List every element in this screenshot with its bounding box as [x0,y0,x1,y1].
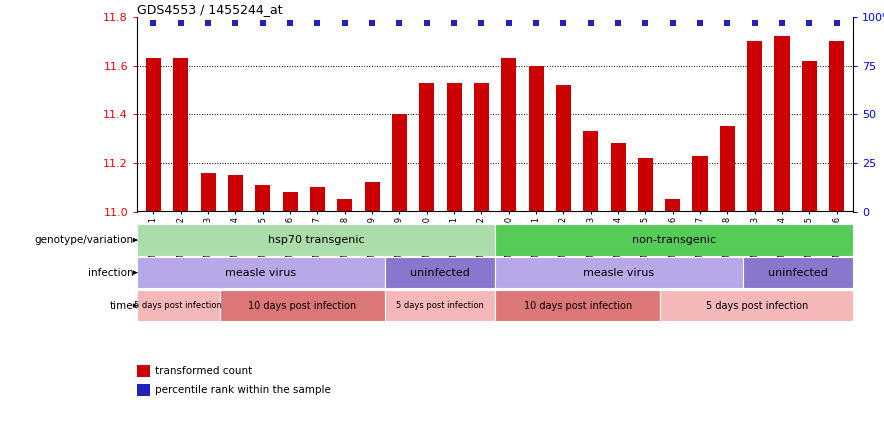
Bar [501,58,516,212]
Bar [611,143,626,212]
Bar [446,82,461,212]
Bar [665,199,680,212]
Bar [495,224,853,256]
Point [420,19,434,26]
Bar [392,114,407,212]
Bar [495,257,743,288]
Text: hsp70 transgenic: hsp70 transgenic [268,235,364,245]
Point [529,19,543,26]
Point [803,19,817,26]
Bar [228,175,243,212]
Point [255,19,270,26]
Point [748,19,762,26]
Point [583,19,598,26]
Bar [419,82,434,212]
Text: genotype/variation: genotype/variation [34,235,133,245]
Text: transformed count: transformed count [155,366,252,376]
Bar [137,224,495,256]
Bar [137,365,150,377]
Bar [137,257,385,288]
Bar [495,290,660,321]
Point [365,19,379,26]
Point [829,19,843,26]
Bar [146,58,161,212]
Point [392,19,407,26]
Bar [255,185,271,212]
Point [147,19,161,26]
Bar [219,290,385,321]
Bar [774,36,789,212]
Bar [137,290,219,321]
Text: 5 days post infection: 5 days post infection [705,301,808,310]
Point [475,19,489,26]
Point [611,19,625,26]
Point [693,19,707,26]
Text: measle virus: measle virus [225,268,296,277]
Point [173,19,187,26]
Bar [747,41,762,212]
Point [666,19,680,26]
Bar [201,173,216,212]
Text: 10 days post infection: 10 days post infection [248,301,356,310]
Point [310,19,324,26]
Text: uninfected: uninfected [768,268,828,277]
Bar [137,384,150,396]
Point [775,19,789,26]
Bar [660,290,853,321]
Bar [283,192,298,212]
Point [501,19,515,26]
Text: infection: infection [88,268,133,277]
Bar [829,41,844,212]
Bar [583,131,598,212]
Bar [474,82,489,212]
Bar [385,290,495,321]
Bar [310,187,325,212]
Bar [385,257,495,288]
Bar [743,257,853,288]
Bar [720,126,735,212]
Text: percentile rank within the sample: percentile rank within the sample [155,385,331,395]
Bar [802,60,817,212]
Point [556,19,570,26]
Text: non-transgenic: non-transgenic [632,235,716,245]
Bar [529,66,544,212]
Point [338,19,352,26]
Point [201,19,215,26]
Point [283,19,297,26]
Text: time: time [110,301,133,310]
Bar [692,156,707,212]
Bar [364,182,379,212]
Text: 5 days post infection: 5 days post infection [396,301,484,310]
Text: uninfected: uninfected [410,268,470,277]
Text: 10 days post infection: 10 days post infection [523,301,632,310]
Bar [173,58,188,212]
Point [228,19,242,26]
Text: 5 days post infection: 5 days post infection [134,301,222,310]
Bar [556,85,571,212]
Point [638,19,652,26]
Point [720,19,735,26]
Point [447,19,461,26]
Text: GDS4553 / 1455244_at: GDS4553 / 1455244_at [137,3,283,16]
Bar [638,158,653,212]
Bar [337,199,352,212]
Text: measle virus: measle virus [583,268,654,277]
